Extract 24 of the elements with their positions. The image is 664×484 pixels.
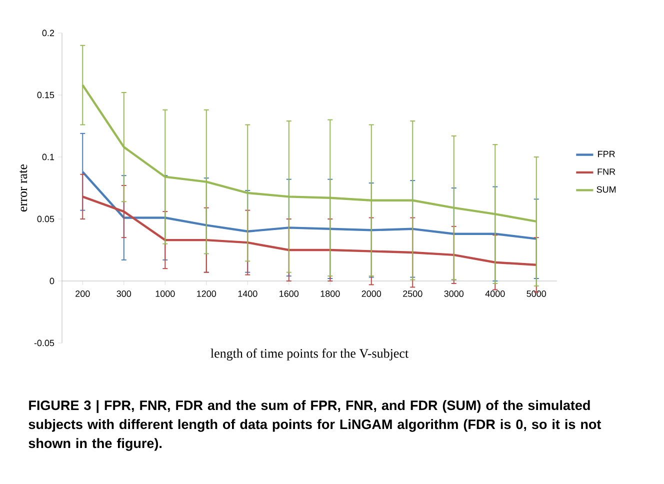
y-tick-label: 0.1 xyxy=(42,154,54,160)
x-axis-title: length of time points for the V-subject xyxy=(210,348,408,360)
y-tick-label: -0.05 xyxy=(34,340,54,346)
text: FIGURE 3 | FPR, FNR, FDR and the sum of FPR, FNR, and FDR (SUM) of the simulated subjects with different length of data points for LiNGAM algorithm (FDR is 0, so it is not shown in the figure). xyxy=(28,400,602,451)
y-tick-label: 0.2 xyxy=(42,30,54,36)
x-tick-label: 1200 xyxy=(197,290,216,297)
y-tick-label: 0 xyxy=(50,278,54,284)
x-tick-label: 200 xyxy=(76,290,90,297)
x-tick-label: 1400 xyxy=(238,290,258,297)
x-tick-label: 4000 xyxy=(485,290,505,297)
x-tick-label: 2000 xyxy=(362,290,382,297)
x-tick-label: 1000 xyxy=(156,290,175,297)
y-tick-label: 0.15 xyxy=(37,92,54,98)
legend-label: FPR xyxy=(598,150,615,158)
x-tick-label: 2500 xyxy=(403,290,422,297)
y-axis-title: error rate xyxy=(20,164,28,212)
legend-label: SUM xyxy=(596,186,616,193)
x-tick-label: 1800 xyxy=(320,290,340,297)
y-tick-label: 0.05 xyxy=(37,216,54,222)
x-tick-label: 1600 xyxy=(280,290,299,297)
legend-label: FNR xyxy=(598,168,616,175)
x-tick-label: 5000 xyxy=(526,290,546,297)
x-tick-label: 3000 xyxy=(444,290,464,297)
x-tick-label: 300 xyxy=(116,290,132,297)
